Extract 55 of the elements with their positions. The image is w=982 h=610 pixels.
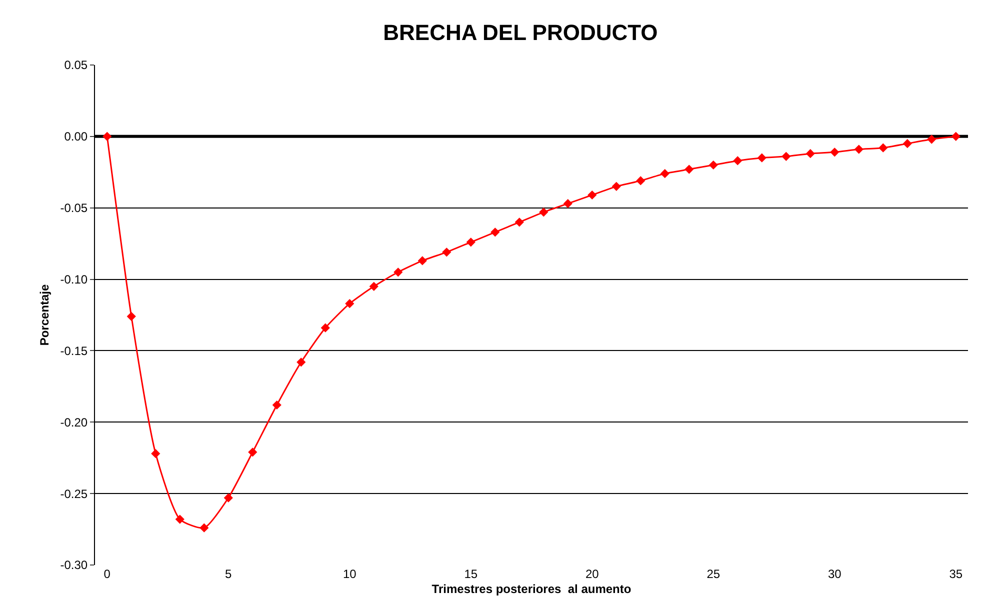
point — [514, 218, 524, 227]
point — [320, 323, 330, 332]
point — [902, 139, 912, 148]
point — [345, 299, 354, 308]
point — [102, 132, 112, 141]
point — [224, 493, 233, 502]
point — [490, 228, 500, 237]
y-tick-label: -0.05 — [60, 201, 88, 216]
y-tick-label: -0.25 — [60, 486, 88, 501]
point — [878, 143, 888, 152]
point — [660, 169, 670, 178]
point — [806, 149, 815, 158]
x-tick-label: 20 — [585, 567, 600, 581]
point — [466, 238, 476, 247]
point — [200, 523, 209, 532]
y-axis-title: Porcentaje — [38, 284, 52, 346]
point — [636, 176, 646, 186]
point — [563, 199, 572, 208]
x-tick-label: 10 — [342, 567, 357, 581]
x-tick-label: 30 — [828, 567, 842, 581]
y-tick-label: -0.30 — [60, 558, 88, 572]
point — [588, 190, 597, 200]
point — [175, 514, 184, 524]
x-tick-label: 5 — [225, 567, 232, 581]
point — [418, 256, 427, 266]
chart-title: BRECHA DEL PRODUCTO — [383, 20, 658, 45]
point — [757, 153, 766, 162]
point — [708, 160, 718, 170]
x-axis-title: Trimestres posteriores al aumento — [432, 582, 632, 596]
point — [854, 144, 864, 154]
y-tick-label: 0.00 — [64, 130, 88, 144]
x-tick-label: 15 — [464, 567, 478, 581]
x-tick-label: 25 — [706, 567, 720, 581]
point — [151, 449, 160, 458]
y-tick-label: -0.15 — [60, 344, 88, 358]
point — [684, 164, 694, 174]
point — [272, 400, 282, 410]
x-tick-label: 35 — [949, 567, 963, 581]
y-tick-label: -0.20 — [60, 415, 88, 430]
point — [248, 448, 258, 457]
point — [126, 312, 136, 321]
point — [951, 132, 960, 141]
point — [394, 268, 403, 277]
point — [927, 134, 936, 144]
point — [733, 156, 742, 166]
point — [782, 152, 791, 161]
point — [539, 208, 548, 217]
y-tick-label: -0.10 — [60, 272, 88, 286]
point — [296, 358, 306, 367]
y-tick-label: 0.05 — [64, 58, 88, 72]
point — [830, 148, 840, 157]
point — [442, 248, 452, 257]
point — [369, 282, 378, 291]
point — [612, 182, 621, 191]
x-tick-label: 0 — [104, 567, 111, 581]
